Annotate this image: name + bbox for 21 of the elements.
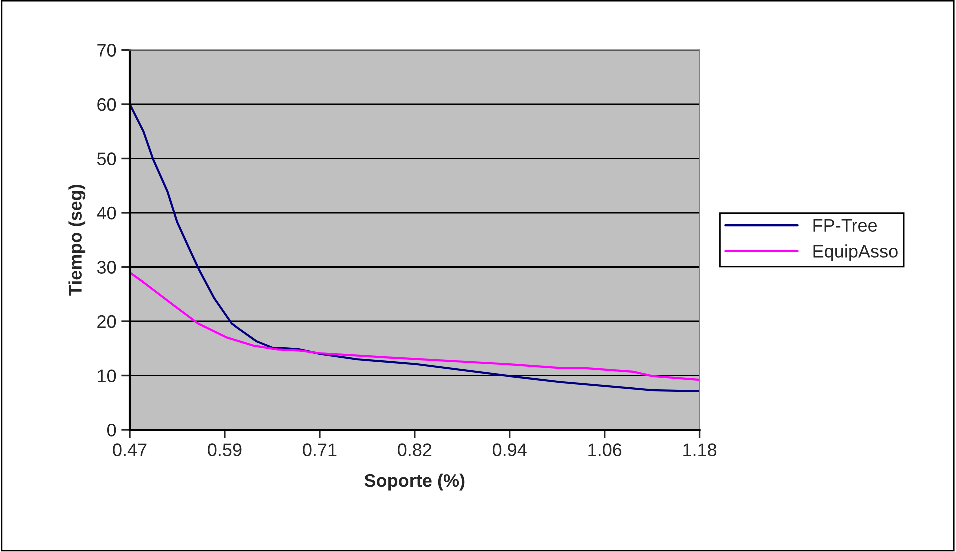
y-tick-label: 0 — [107, 424, 116, 437]
x-tick-label: 1.18 — [684, 444, 717, 456]
x-tick-label: 0.82 — [398, 444, 432, 456]
line-series — [130, 272, 700, 382]
y-tick-label: 10 — [98, 370, 116, 382]
y-tick-label: 70 — [98, 44, 116, 57]
y-axis-title: Tiempo (seg) — [68, 184, 86, 296]
y-tick-label: 20 — [98, 315, 116, 328]
legend-label: EquipAsso — [814, 244, 898, 262]
x-tick-label: 0.94 — [492, 444, 527, 456]
x-tick-label: 0.71 — [303, 444, 337, 456]
x-axis-title: Soporte (%) — [364, 474, 465, 491]
legend-label: FP-Tree — [814, 219, 878, 232]
x-tick-label: 0.59 — [208, 444, 242, 456]
x-tick-label: 0.47 — [113, 444, 147, 456]
line-series — [130, 103, 700, 393]
x-tick-label: 1.06 — [588, 444, 622, 456]
y-tick-label: 30 — [97, 261, 116, 274]
y-tick-label: 60 — [98, 98, 116, 112]
y-tick-label: 40 — [97, 206, 116, 220]
y-tick-label: 50 — [97, 152, 116, 166]
